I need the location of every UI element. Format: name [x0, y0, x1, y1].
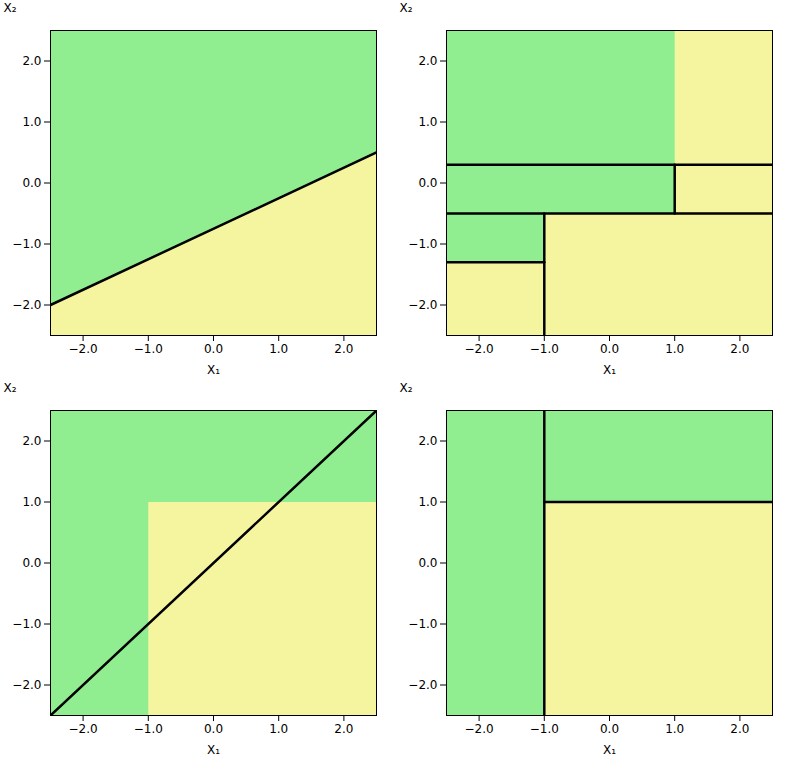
svg-text:0.0: 0.0 [418, 556, 437, 570]
svg-text:−2.0: −2.0 [12, 298, 41, 312]
svg-text:X₂: X₂ [4, 381, 17, 395]
svg-text:1.0: 1.0 [269, 342, 288, 356]
svg-text:−2.0: −2.0 [408, 298, 437, 312]
svg-text:−1.0: −1.0 [12, 617, 41, 631]
svg-text:2.0: 2.0 [22, 434, 41, 448]
svg-text:−1.0: −1.0 [134, 342, 163, 356]
svg-text:−2.0: −2.0 [12, 678, 41, 692]
svg-text:0.0: 0.0 [22, 176, 41, 190]
svg-text:−2.0: −2.0 [465, 722, 494, 736]
svg-text:2.0: 2.0 [730, 342, 749, 356]
svg-text:2.0: 2.0 [334, 722, 353, 736]
svg-text:X₁: X₁ [207, 363, 220, 377]
svg-text:−2.0: −2.0 [69, 722, 98, 736]
svg-text:0.0: 0.0 [600, 722, 619, 736]
svg-text:1.0: 1.0 [22, 115, 41, 129]
svg-text:0.0: 0.0 [204, 342, 223, 356]
svg-text:X₁: X₁ [603, 363, 616, 377]
svg-text:2.0: 2.0 [418, 54, 437, 68]
svg-text:0.0: 0.0 [600, 342, 619, 356]
svg-text:X₁: X₁ [603, 743, 616, 757]
svg-text:2.0: 2.0 [22, 54, 41, 68]
svg-text:−2.0: −2.0 [69, 342, 98, 356]
svg-text:1.0: 1.0 [22, 495, 41, 509]
svg-text:−2.0: −2.0 [408, 678, 437, 692]
svg-text:2.0: 2.0 [418, 434, 437, 448]
svg-text:2.0: 2.0 [730, 722, 749, 736]
svg-text:1.0: 1.0 [418, 115, 437, 129]
svg-text:−1.0: −1.0 [408, 617, 437, 631]
svg-text:−2.0: −2.0 [465, 342, 494, 356]
svg-text:1.0: 1.0 [665, 342, 684, 356]
svg-text:0.0: 0.0 [204, 722, 223, 736]
svg-text:−1.0: −1.0 [408, 237, 437, 251]
svg-text:1.0: 1.0 [665, 722, 684, 736]
svg-text:0.0: 0.0 [22, 556, 41, 570]
svg-text:2.0: 2.0 [334, 342, 353, 356]
svg-text:X₁: X₁ [207, 743, 220, 757]
svg-text:0.0: 0.0 [418, 176, 437, 190]
svg-text:−1.0: −1.0 [12, 237, 41, 251]
svg-text:1.0: 1.0 [269, 722, 288, 736]
svg-text:−1.0: −1.0 [134, 722, 163, 736]
svg-text:−1.0: −1.0 [530, 722, 559, 736]
svg-text:X₂: X₂ [400, 381, 413, 395]
svg-text:X₂: X₂ [4, 1, 17, 15]
svg-text:X₂: X₂ [400, 1, 413, 15]
svg-text:1.0: 1.0 [418, 495, 437, 509]
svg-text:−1.0: −1.0 [530, 342, 559, 356]
